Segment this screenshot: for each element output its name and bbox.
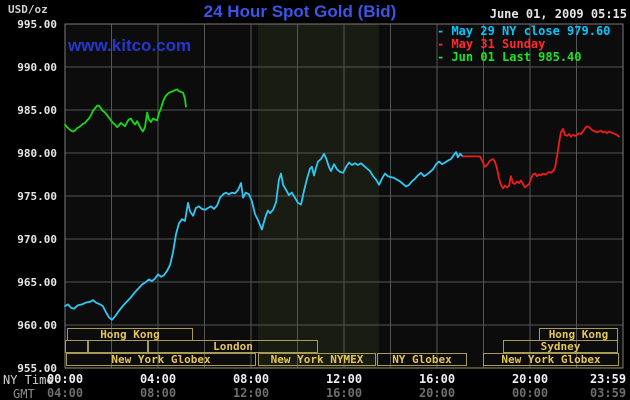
session-box-sydney: Sydney xyxy=(503,340,618,353)
x-tick-gmt: 08:00 xyxy=(139,386,177,400)
x-tick-ny-time: 16:00 xyxy=(418,372,456,386)
x-tick-gmt: 04:00 xyxy=(46,386,84,400)
session-box xyxy=(88,340,148,353)
x-tick-gmt: 03:59 xyxy=(589,386,627,400)
session-box xyxy=(65,340,88,353)
x-tick-gmt: 00:00 xyxy=(511,386,549,400)
y-tick-label: 985.00 xyxy=(17,104,57,117)
gmt-axis-label: GMT xyxy=(13,387,35,400)
x-tick-ny-time: 00:00 xyxy=(46,372,84,386)
ny-time-axis-label: NY Time xyxy=(3,373,54,387)
x-tick-ny-time: 04:00 xyxy=(139,372,177,386)
session-box-new-york-nymex: New York NYMEX xyxy=(258,353,376,366)
price-line-0 xyxy=(64,151,464,321)
legend-row-0: - May 29 NY close 979.60 xyxy=(437,24,611,38)
session-box-ny-globex: NY Globex xyxy=(377,353,467,366)
x-tick-ny-time: 08:00 xyxy=(232,372,270,386)
x-tick-gmt: 20:00 xyxy=(418,386,456,400)
y-tick-label: 960.00 xyxy=(17,319,57,332)
y-tick-label: 955.00 xyxy=(17,362,57,375)
chart-datetime: June 01, 2009 05:15 xyxy=(489,7,627,21)
y-axis-unit-label: USD/oz xyxy=(8,3,48,16)
x-tick-ny-time: 12:00 xyxy=(325,372,363,386)
y-tick-label: 990.00 xyxy=(17,61,57,74)
session-box-new-york-globex: New York Globex xyxy=(66,353,256,366)
session-box-london: London xyxy=(148,340,318,353)
x-tick-ny-time: 20:00 xyxy=(511,372,549,386)
y-tick-label: 970.00 xyxy=(17,233,57,246)
y-tick-label: 995.00 xyxy=(17,18,57,31)
legend-row-1: - May 31 Sunday xyxy=(437,37,546,51)
legend-row-2: - Jun 01 Last 985.40 xyxy=(437,50,582,64)
kitco-watermark-link[interactable]: www.kitco.com xyxy=(68,36,192,55)
y-tick-label: 975.00 xyxy=(17,190,57,203)
x-tick-gmt: 16:00 xyxy=(325,386,363,400)
y-tick-label: 965.00 xyxy=(17,276,57,289)
chart-title: 24 Hour Spot Gold (Bid) xyxy=(203,2,397,21)
session-box-new-york-globex: New York Globex xyxy=(483,353,619,366)
y-tick-label: 980.00 xyxy=(17,147,57,160)
chart-legend: - May 29 NY close 979.60- May 31 Sunday -… xyxy=(437,25,610,64)
price-line-2 xyxy=(64,88,187,133)
price-line-1 xyxy=(462,125,620,190)
x-tick-ny-time: 23:59 xyxy=(589,372,627,386)
x-tick-gmt: 12:00 xyxy=(232,386,270,400)
